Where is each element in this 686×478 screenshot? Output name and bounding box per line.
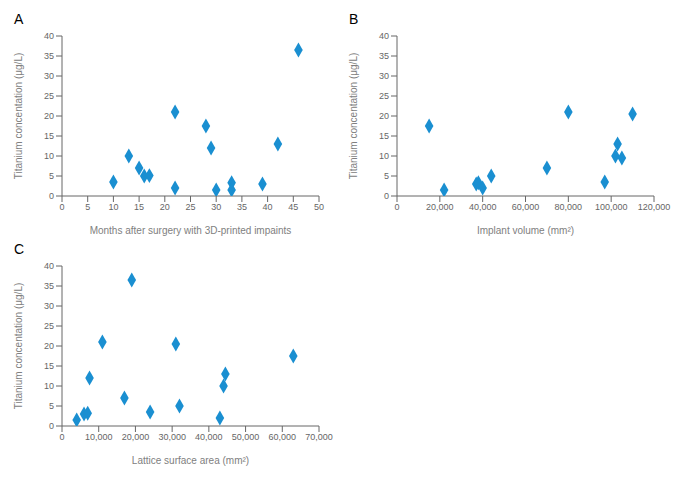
svg-text:20: 20 [44, 111, 54, 121]
svg-text:0: 0 [394, 202, 399, 212]
svg-text:Titanium concentation (μg/L): Titanium concentation (μg/L) [13, 283, 24, 410]
svg-text:Titanium concentation (μg/L): Titanium concentation (μg/L) [13, 53, 24, 180]
svg-text:0: 0 [384, 191, 389, 201]
svg-text:20,000: 20,000 [426, 202, 454, 212]
svg-text:15: 15 [44, 361, 54, 371]
svg-text:10: 10 [44, 151, 54, 161]
svg-text:60,000: 60,000 [512, 202, 540, 212]
svg-text:80,000: 80,000 [555, 202, 583, 212]
svg-text:20: 20 [44, 341, 54, 351]
svg-text:40: 40 [44, 261, 54, 271]
svg-text:100,000: 100,000 [595, 202, 628, 212]
svg-text:35: 35 [237, 202, 247, 212]
svg-text:25: 25 [379, 91, 389, 101]
html-text:C: C [14, 241, 25, 257]
svg-text:60,000: 60,000 [269, 432, 297, 442]
svg-text:40,000: 40,000 [469, 202, 497, 212]
svg-text:30: 30 [44, 301, 54, 311]
svg-text:40: 40 [379, 31, 389, 41]
svg-text:20,000: 20,000 [122, 432, 150, 442]
svg-text:10: 10 [44, 381, 54, 391]
svg-text:10,000: 10,000 [85, 432, 113, 442]
svg-text:120,000: 120,000 [638, 202, 671, 212]
svg-text:10: 10 [108, 202, 118, 212]
svg-text:5: 5 [384, 171, 389, 181]
svg-text:50: 50 [314, 202, 324, 212]
svg-text:5: 5 [85, 202, 90, 212]
svg-text:40,000: 40,000 [195, 432, 223, 442]
svg-text:Lattice surface area (mm²): Lattice surface area (mm²) [132, 455, 249, 466]
svg-text:10: 10 [379, 151, 389, 161]
svg-text:45: 45 [288, 202, 298, 212]
html-text:A: A [14, 11, 24, 27]
svg-text:30: 30 [211, 202, 221, 212]
svg-text:Titanium concentation (μg/L): Titanium concentation (μg/L) [348, 53, 359, 180]
svg-text:30,000: 30,000 [158, 432, 186, 442]
svg-text:15: 15 [379, 131, 389, 141]
svg-text:35: 35 [44, 281, 54, 291]
svg-text:Months after surgery with 3D-p: Months after surgery with 3D-printed imp… [90, 225, 292, 236]
svg-text:35: 35 [44, 51, 54, 61]
svg-text:20: 20 [160, 202, 170, 212]
svg-text:0: 0 [49, 421, 54, 431]
svg-text:40: 40 [263, 202, 273, 212]
svg-text:25: 25 [44, 91, 54, 101]
svg-text:30: 30 [379, 71, 389, 81]
svg-text:20: 20 [379, 111, 389, 121]
svg-text:25: 25 [44, 321, 54, 331]
svg-text:15: 15 [44, 131, 54, 141]
svg-text:50,000: 50,000 [232, 432, 260, 442]
svg-text:30: 30 [44, 71, 54, 81]
svg-text:5: 5 [49, 401, 54, 411]
svg-text:0: 0 [59, 202, 64, 212]
svg-text:15: 15 [134, 202, 144, 212]
svg-text:40: 40 [44, 31, 54, 41]
svg-text:0: 0 [59, 432, 64, 442]
html-text:B: B [349, 11, 359, 27]
svg-text:Implant volume (mm²): Implant volume (mm²) [477, 225, 574, 236]
svg-text:35: 35 [379, 51, 389, 61]
svg-text:5: 5 [49, 171, 54, 181]
svg-text:0: 0 [49, 191, 54, 201]
svg-text:70,000: 70,000 [305, 432, 333, 442]
svg-text:25: 25 [185, 202, 195, 212]
